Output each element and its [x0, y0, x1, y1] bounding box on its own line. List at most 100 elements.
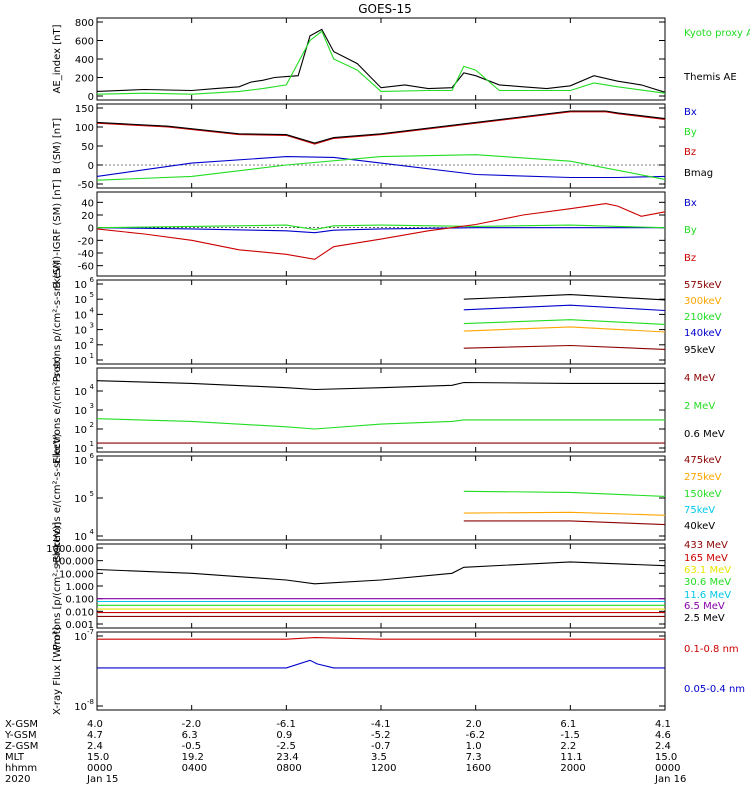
y-tick-label: 20 [81, 211, 94, 222]
legend-entry: 2.5 MeV [684, 613, 725, 624]
y-tick-label: -40 [78, 249, 94, 260]
legend-entry: 0.1-0.8 nm [684, 644, 739, 655]
y-tick-label: 10.000 [59, 569, 94, 580]
legend-entry: Bz [684, 147, 696, 158]
y-tick-label: 100.000 [53, 557, 94, 568]
series-0-1-0-8-nm [97, 637, 665, 640]
y-tick-label: 800 [75, 18, 94, 29]
series-bz [96, 203, 666, 260]
y-tick-exponent: 4 [90, 528, 95, 536]
y-tick-label: 1000.000 [46, 544, 94, 555]
legend-entry: 210keV [684, 312, 722, 323]
legend-entry: 2 MeV [684, 401, 715, 412]
axis-value-date: Jan 16 [654, 774, 686, 785]
y-axis-label: Electrons e/(cm²-s-sr-keV) [52, 433, 63, 562]
axis-value-mlt: 15.0 [87, 752, 109, 763]
axis-row-label: Y-GSM [4, 730, 37, 741]
y-tick-label: 10 [74, 702, 87, 713]
legend-entry: Bx [684, 198, 697, 209]
y-tick-exponent: 3 [90, 402, 94, 410]
series-0-05-0-4-nm [97, 659, 665, 669]
legend-entry: 150keV [684, 489, 722, 500]
axis-value-hhmm: 1600 [466, 763, 491, 774]
panel-ae: 0 200 400 600 800 AE_index [nT] Kyoto proxy AE… [52, 17, 750, 103]
axis-value-hhmm: 0000 [87, 763, 112, 774]
axis-value-zgsm: 2.2 [560, 741, 576, 752]
legend-entry: 0.05-0.4 nm [684, 684, 745, 695]
series-bx [96, 227, 665, 234]
y-tick-exponent: 2 [90, 421, 94, 429]
series-themis-ae [96, 28, 666, 93]
series-by [96, 154, 666, 181]
axis-value-mlt: 19.2 [182, 752, 204, 763]
y-tick-exponent: -7 [87, 628, 94, 636]
panel-b: -50 0 50 100 150 B (SM) [nT] Bx By Bz Bmag [52, 103, 713, 191]
axis-row-label: MLT [5, 752, 25, 763]
axis-value-ygsm: 0.9 [276, 730, 292, 741]
y-axis-label: X-ray Flux [W/m²] [52, 627, 63, 715]
legend-entry: Bx [684, 107, 697, 118]
y-tick-exponent: -8 [87, 698, 94, 706]
y-tick-label: 0.001 [65, 620, 94, 631]
chart-title: GOES-15 [358, 2, 412, 16]
series-275kev [463, 511, 666, 516]
series-2-5-mev [96, 561, 666, 585]
y-tick-label: 0 [88, 224, 94, 235]
axis-value-xgsm: -2.0 [182, 719, 202, 730]
y-tick-label: 0.100 [65, 595, 94, 606]
legend-entry: 275keV [684, 472, 722, 483]
axis-value-mlt: 11.1 [560, 752, 582, 763]
axis-value-zgsm: 2.4 [87, 741, 103, 752]
axis-value-mlt: 23.4 [276, 752, 298, 763]
y-tick-exponent: 4 [90, 383, 95, 391]
series-bz [96, 111, 666, 145]
panel-frame [96, 367, 666, 453]
y-tick-exponent: 1 [90, 352, 94, 360]
legend-entry: Kyoto proxy AE [684, 28, 750, 39]
axis-value-mlt: 7.3 [466, 752, 482, 763]
axis-value-zgsm: -0.5 [182, 741, 202, 752]
y-tick-label: 10 [74, 406, 87, 417]
y-tick-label: 10 [74, 532, 87, 543]
panel-frame [96, 279, 666, 365]
y-tick-label: 10 [74, 494, 87, 505]
axis-value-mlt: 3.5 [371, 752, 387, 763]
series-bx [96, 156, 666, 179]
y-tick-label: 10 [74, 280, 87, 291]
y-tick-label: 150 [75, 104, 94, 115]
y-tick-label: 10 [74, 310, 87, 321]
axis-value-xgsm: 2.0 [466, 719, 482, 730]
axis-value-ygsm: 6.3 [182, 730, 198, 741]
y-axis-label: Protons [p/(cm²-s-sr-keV)] [52, 522, 63, 650]
legend-entry: 63.1 MeV [684, 565, 731, 576]
axis-row-label: X-GSM [5, 719, 38, 730]
legend-entry: 140keV [684, 328, 722, 339]
y-tick-exponent: 5 [90, 490, 94, 498]
y-tick-label: 200 [75, 74, 94, 85]
legend-entry: Bz [684, 253, 696, 264]
y-tick-label: 10 [74, 326, 87, 337]
y-tick-exponent: 6 [90, 452, 95, 460]
axis-value-ygsm: -5.2 [371, 730, 391, 741]
series-210kev [463, 319, 666, 325]
axis-row-label: hhmm [5, 763, 37, 774]
axis-value-hhmm: 1200 [371, 763, 396, 774]
y-axis-label: B (SM) [nT] [52, 118, 63, 174]
panel-bigrf: -60 -40 -200 20 40 B (SM)-IGRF (SM) [nT] Bx By B… [52, 179, 697, 288]
legend-entry: 300keV [684, 296, 722, 307]
legend-entry: By [684, 127, 697, 138]
y-axis-label: B (SM)-IGRF (SM) [nT] [52, 179, 63, 288]
axis-value-zgsm: -2.5 [276, 741, 296, 752]
axis-value-hhmm: 0400 [182, 763, 207, 774]
series-by [96, 224, 666, 231]
axis-value-zgsm: -0.7 [371, 741, 391, 752]
y-tick-label: 10 [74, 425, 87, 436]
axis-value-date: Jan 15 [86, 774, 118, 785]
axis-value-hhmm: 0000 [655, 763, 680, 774]
axis-row-label: Z-GSM [5, 741, 38, 752]
y-tick-label: -50 [78, 180, 94, 191]
series-kyoto-proxy-ae [96, 30, 666, 95]
